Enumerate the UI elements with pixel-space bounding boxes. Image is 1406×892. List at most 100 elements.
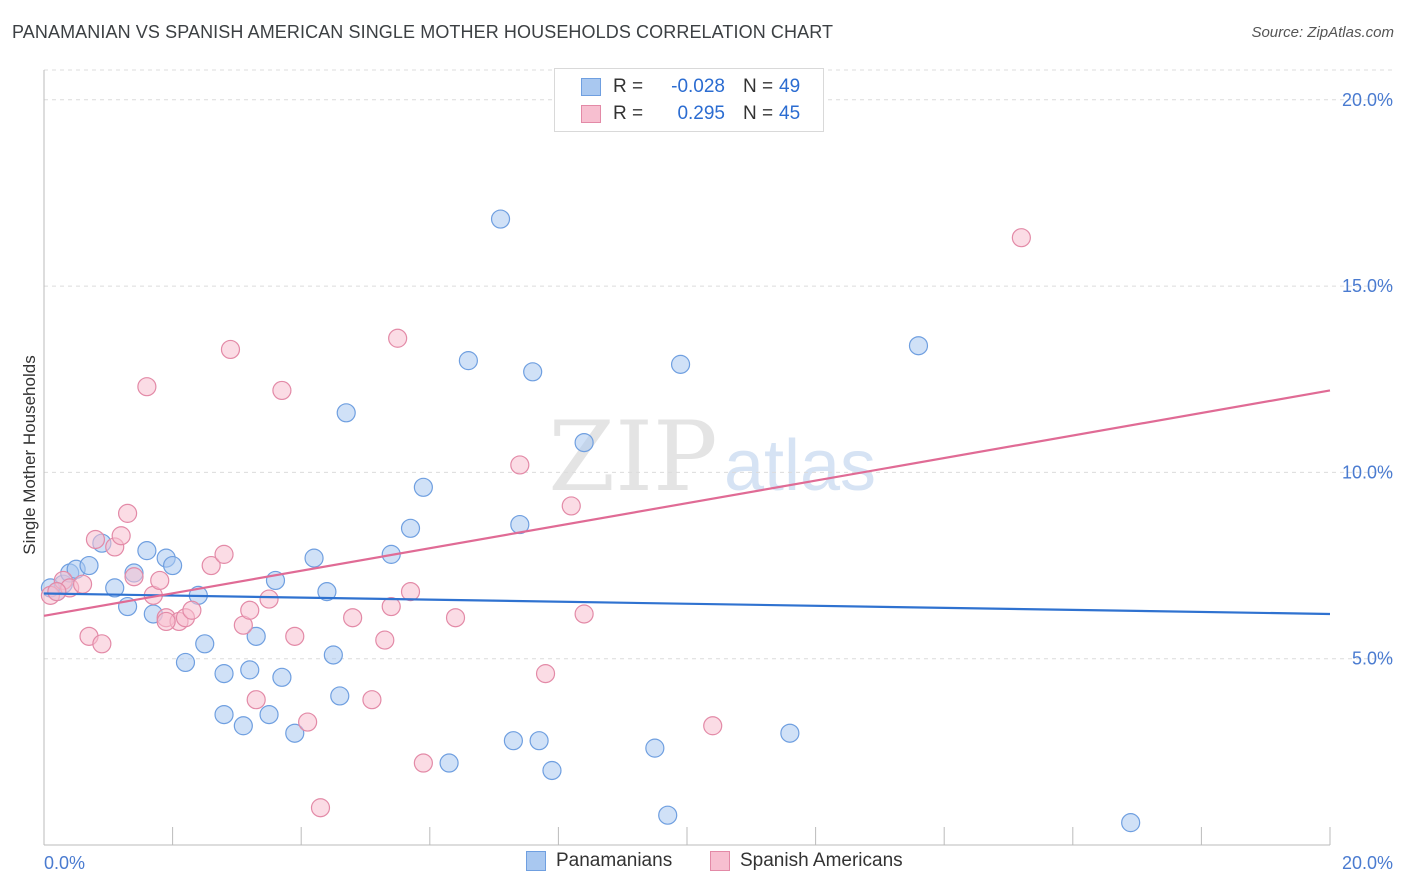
panamanian-point <box>214 704 234 725</box>
panamanian-point <box>246 626 266 646</box>
spanish-american-point <box>703 716 723 736</box>
panamanian-point <box>529 731 549 751</box>
x-tick-label: 20.0% <box>1342 853 1393 873</box>
spanish-american-point <box>381 596 401 617</box>
series-swatch-spanish-americans <box>710 851 730 871</box>
r-value: 0.295 <box>677 103 725 124</box>
panamanian-point <box>175 652 196 673</box>
spanish-american-point <box>272 380 292 401</box>
panamanian-point <box>163 555 183 576</box>
n-value: 45 <box>779 103 801 124</box>
spanish-american-trend-line <box>43 389 1331 617</box>
spanish-american-point <box>246 690 266 710</box>
panamanian-point <box>79 555 99 576</box>
legend-row-spanish-americans: R = 0.295 N = 45 <box>581 102 800 126</box>
spanish-american-point <box>375 630 395 650</box>
panamanian-point <box>439 753 459 773</box>
spanish-american-point <box>156 611 176 632</box>
y-tick-label: 10.0% <box>1342 462 1393 482</box>
spanish-american-point <box>150 570 170 591</box>
r-label: R = <box>613 103 644 124</box>
spanish-american-point <box>201 555 221 576</box>
legend-row-panamanians: R = -0.028 N = 49 <box>581 75 800 99</box>
series-name: Panamanians <box>556 850 673 871</box>
spanish-american-point <box>85 529 106 550</box>
spanish-american-point <box>182 600 202 620</box>
panamanian-point <box>645 738 665 758</box>
panamanian-point <box>400 518 421 538</box>
panamanian-point <box>336 403 356 423</box>
spanish-american-point <box>413 753 433 773</box>
legend-swatch-spanish-americans <box>581 105 601 123</box>
panamanian-point <box>304 548 324 568</box>
panamanian-point <box>214 664 234 684</box>
panamanian-point <box>317 582 337 602</box>
y-tick-label: 15.0% <box>1342 276 1393 296</box>
panamanian-point <box>780 723 800 743</box>
spanish-american-point <box>1011 228 1031 248</box>
y-tick-label: 20.0% <box>1342 90 1393 110</box>
panamanian-point <box>272 667 292 687</box>
spanish-american-point <box>72 574 93 594</box>
spanish-american-point <box>445 608 466 628</box>
legend-swatch-panamanians <box>581 78 601 96</box>
panamanian-point <box>542 760 562 781</box>
panamanian-point <box>323 645 343 665</box>
chart-title: PANAMANIAN VS SPANISH AMERICAN SINGLE MO… <box>12 22 834 42</box>
spanish-american-point <box>362 690 382 710</box>
spanish-american-point <box>47 582 67 602</box>
r-value: -0.028 <box>671 76 725 97</box>
panamanian-point <box>259 704 279 725</box>
spanish-american-point <box>388 328 408 348</box>
n-label: N = <box>743 103 774 124</box>
spanish-american-point <box>400 582 421 602</box>
spanish-american-point <box>298 712 318 732</box>
spanish-american-point <box>137 377 157 397</box>
spanish-american-point <box>310 798 331 818</box>
spanish-american-point <box>92 634 112 654</box>
panamanian-point <box>510 514 530 535</box>
series-legend-panamanians[interactable]: Panamanians <box>526 850 672 872</box>
panamanian-point <box>285 723 305 743</box>
spanish-american-point <box>111 526 131 546</box>
spanish-american-point <box>574 604 594 624</box>
panamanian-point <box>137 541 157 561</box>
series-swatch-panamanians <box>526 851 546 871</box>
panamanian-point <box>490 209 511 229</box>
spanish-american-point <box>117 503 138 523</box>
panamanian-point <box>1121 813 1141 833</box>
panamanian-point <box>105 578 125 598</box>
y-tick-label: 5.0% <box>1352 649 1393 669</box>
spanish-american-point <box>220 339 241 360</box>
panamanian-point <box>195 634 215 654</box>
n-value: 49 <box>779 76 801 97</box>
panamanian-point <box>413 477 433 497</box>
x-tick-label: 0.0% <box>44 853 85 873</box>
series-name: Spanish Americans <box>740 850 903 871</box>
panamanian-point <box>233 716 253 736</box>
panamanian-trend-line <box>43 592 1331 616</box>
spanish-american-point <box>285 626 305 646</box>
spanish-american-point <box>240 600 260 620</box>
spanish-american-point <box>124 567 144 587</box>
panamanian-point <box>503 731 523 751</box>
panamanian-point <box>523 362 543 382</box>
series-legend: Panamanians Spanish Americans <box>0 850 1406 878</box>
correlation-legend: R = -0.028 N = 49 R = 0.295 N = 45 <box>554 68 824 132</box>
spanish-american-point <box>214 544 234 564</box>
panamanian-point <box>574 432 594 453</box>
n-label: N = <box>743 76 774 97</box>
spanish-american-point <box>259 589 279 609</box>
panamanian-point <box>658 805 678 825</box>
spanish-american-point <box>561 496 581 516</box>
panamanian-point <box>670 354 691 374</box>
spanish-american-point <box>510 455 530 475</box>
watermark-zip: ZIP <box>548 401 717 513</box>
panamanian-point <box>908 336 929 356</box>
watermark-atlas: atlas <box>724 426 876 506</box>
panamanian-point <box>330 686 350 706</box>
spanish-american-point <box>535 664 556 684</box>
series-legend-spanish-americans[interactable]: Spanish Americans <box>710 850 903 872</box>
spanish-american-point <box>343 608 363 628</box>
